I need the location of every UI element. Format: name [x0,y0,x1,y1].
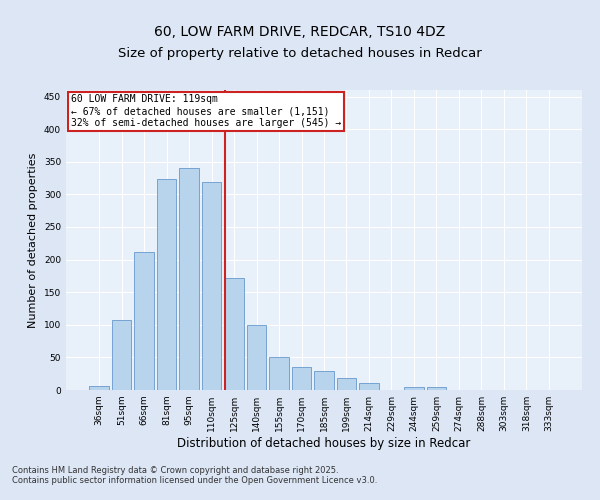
Bar [247,326,266,390]
Bar [134,252,154,390]
Text: Size of property relative to detached houses in Redcar: Size of property relative to detached ho… [118,48,482,60]
Bar [269,356,289,390]
Bar [224,278,244,390]
Bar [359,383,379,390]
Text: Contains HM Land Registry data © Crown copyright and database right 2025.
Contai: Contains HM Land Registry data © Crown c… [12,466,377,485]
Bar [89,386,109,390]
Bar [292,366,311,390]
X-axis label: Distribution of detached houses by size in Redcar: Distribution of detached houses by size … [178,437,470,450]
Bar [404,388,424,390]
Bar [202,182,221,390]
Bar [179,168,199,390]
Bar [427,386,446,390]
Bar [112,320,131,390]
Text: 60 LOW FARM DRIVE: 119sqm
← 67% of detached houses are smaller (1,151)
32% of se: 60 LOW FARM DRIVE: 119sqm ← 67% of detac… [71,94,341,128]
Bar [157,178,176,390]
Bar [337,378,356,390]
Text: 60, LOW FARM DRIVE, REDCAR, TS10 4DZ: 60, LOW FARM DRIVE, REDCAR, TS10 4DZ [154,25,446,39]
Bar [314,371,334,390]
Y-axis label: Number of detached properties: Number of detached properties [28,152,38,328]
